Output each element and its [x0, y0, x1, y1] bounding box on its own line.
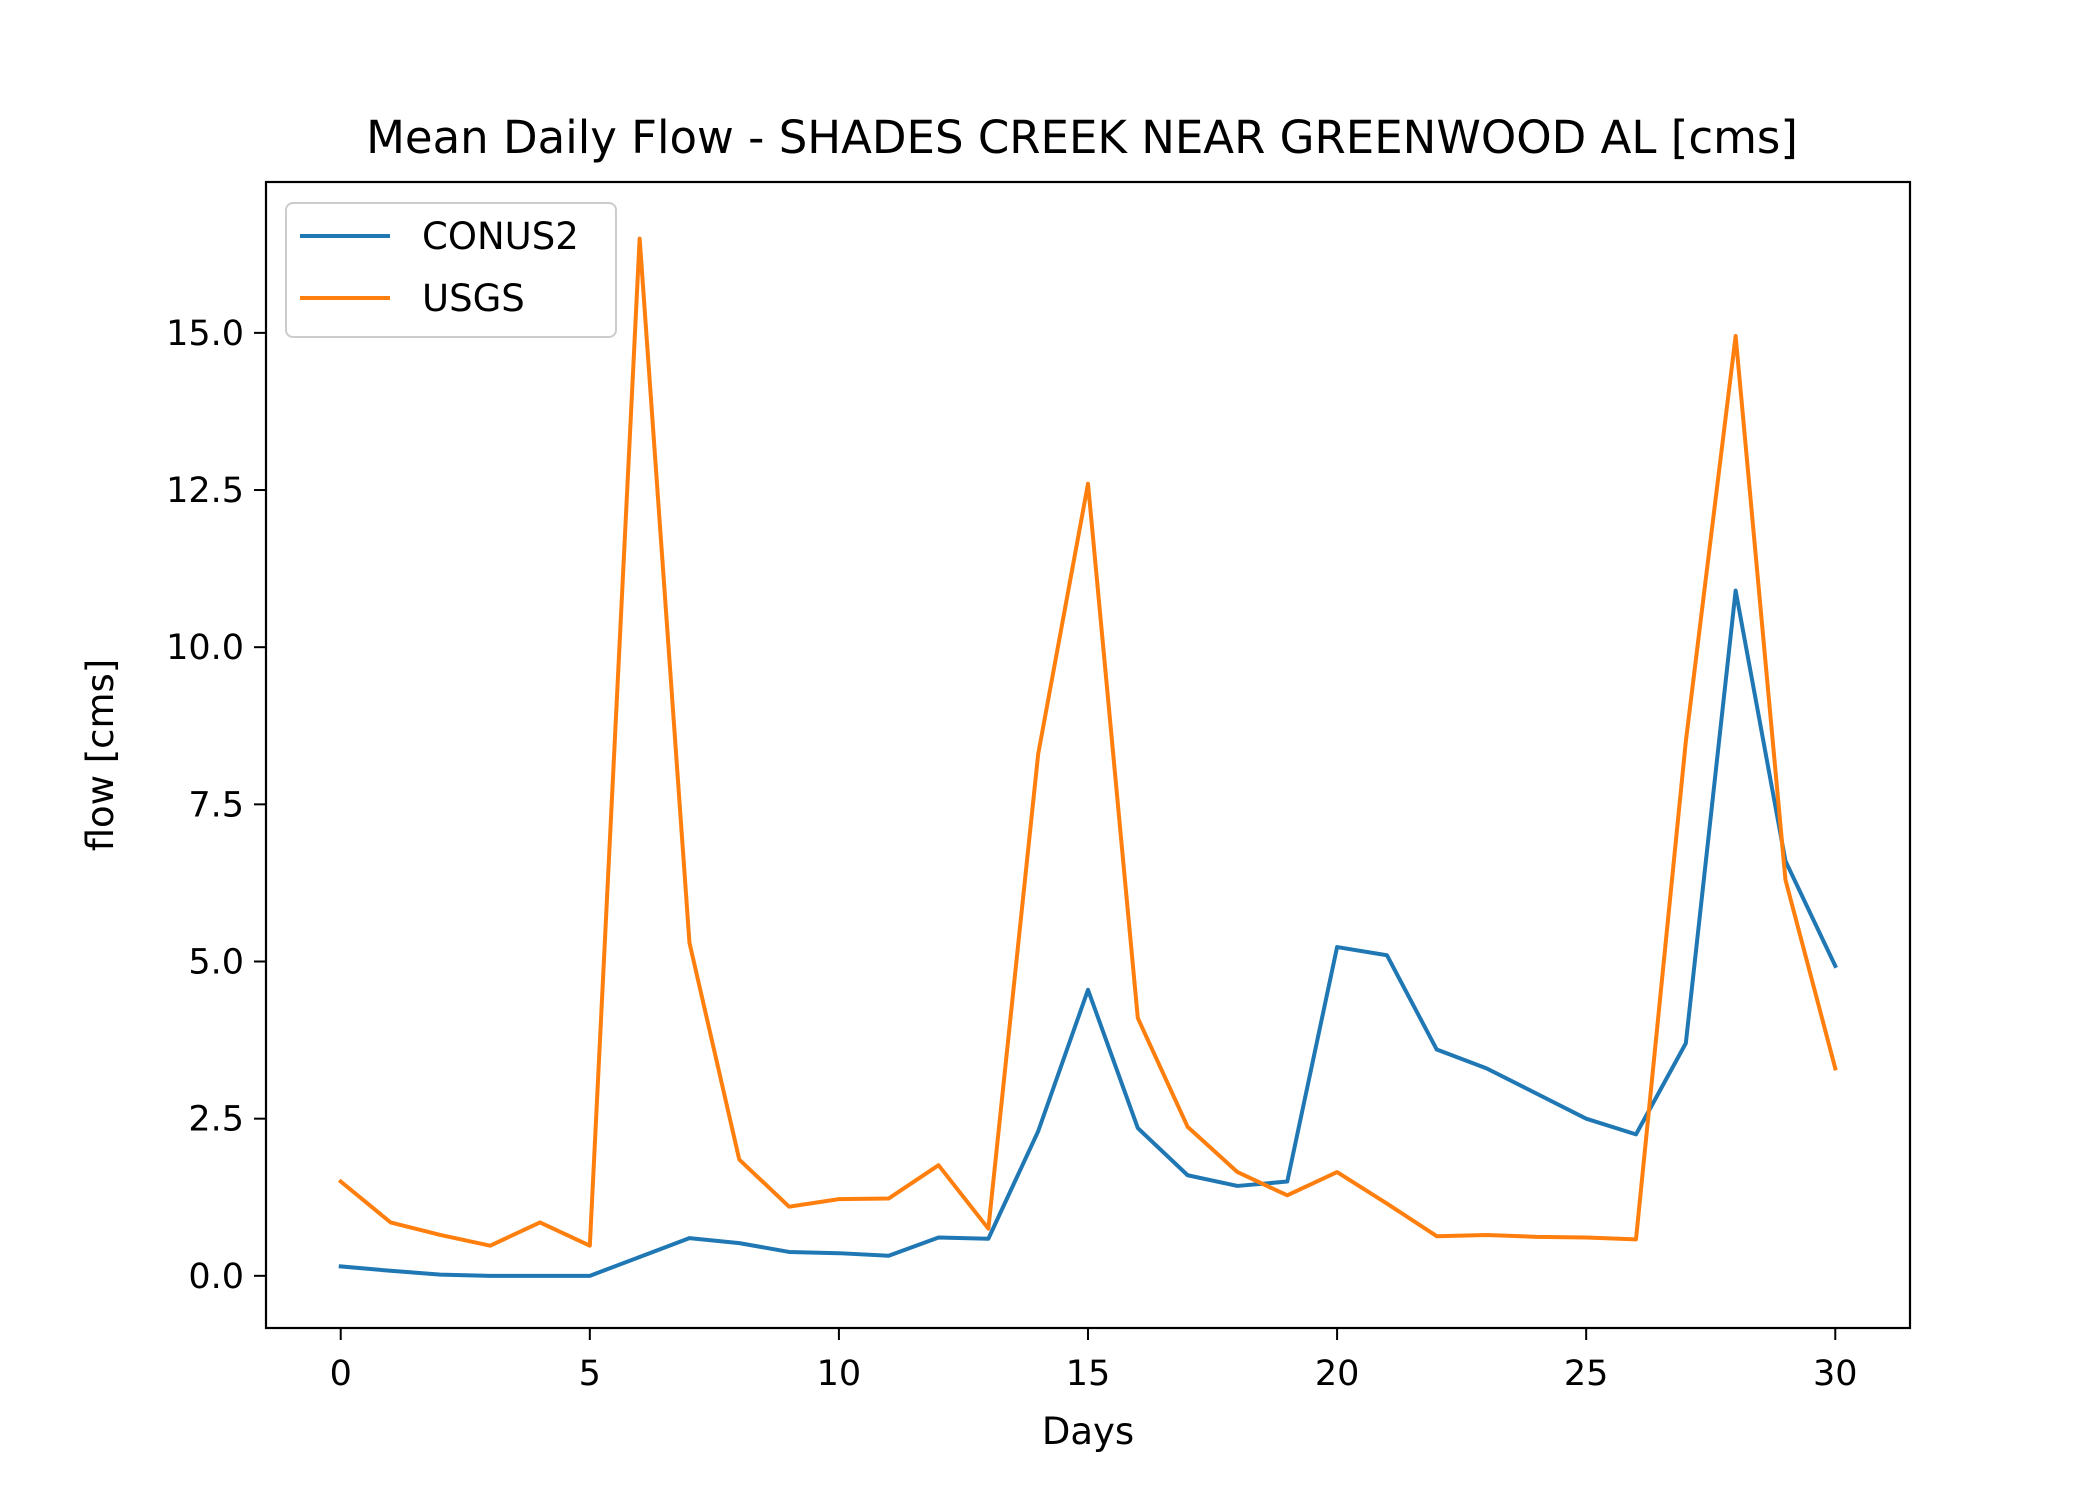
series-usgs-line [337, 236, 1838, 1248]
y-tick-label: 7.5 [188, 785, 244, 825]
x-axis-label: Days [1042, 1410, 1134, 1453]
y-tick-label: 5.0 [188, 943, 244, 983]
x-tick-label: 30 [1813, 1354, 1858, 1394]
y-tick-label: 12.5 [166, 471, 244, 511]
x-tick-label: 20 [1315, 1354, 1360, 1394]
x-tick-label: 25 [1564, 1354, 1609, 1394]
x-tick-label: 5 [579, 1354, 601, 1394]
y-axis: 0.0 2.5 5.0 7.5 10.0 12.5 15.0 [166, 314, 266, 1297]
y-axis-label: flow [cms] [79, 659, 122, 852]
legend-label-conus2: CONUS2 [422, 215, 579, 258]
plot-area [337, 236, 1838, 1278]
y-tick-label: 0.0 [188, 1257, 244, 1297]
y-tick-label: 2.5 [188, 1100, 244, 1140]
x-tick-label: 10 [817, 1354, 862, 1394]
legend: CONUS2 USGS [285, 202, 617, 338]
x-tick-label: 0 [330, 1354, 352, 1394]
legend-label-usgs: USGS [422, 277, 525, 320]
x-tick-label: 15 [1066, 1354, 1111, 1394]
x-axis: 0 5 10 15 20 25 30 [330, 1328, 1858, 1394]
y-tick-label: 15.0 [166, 314, 244, 354]
chart-title: Mean Daily Flow - SHADES CREEK NEAR GREE… [366, 111, 1798, 164]
y-tick-label: 10.0 [166, 628, 244, 668]
series-conus2-line [338, 588, 1838, 1278]
